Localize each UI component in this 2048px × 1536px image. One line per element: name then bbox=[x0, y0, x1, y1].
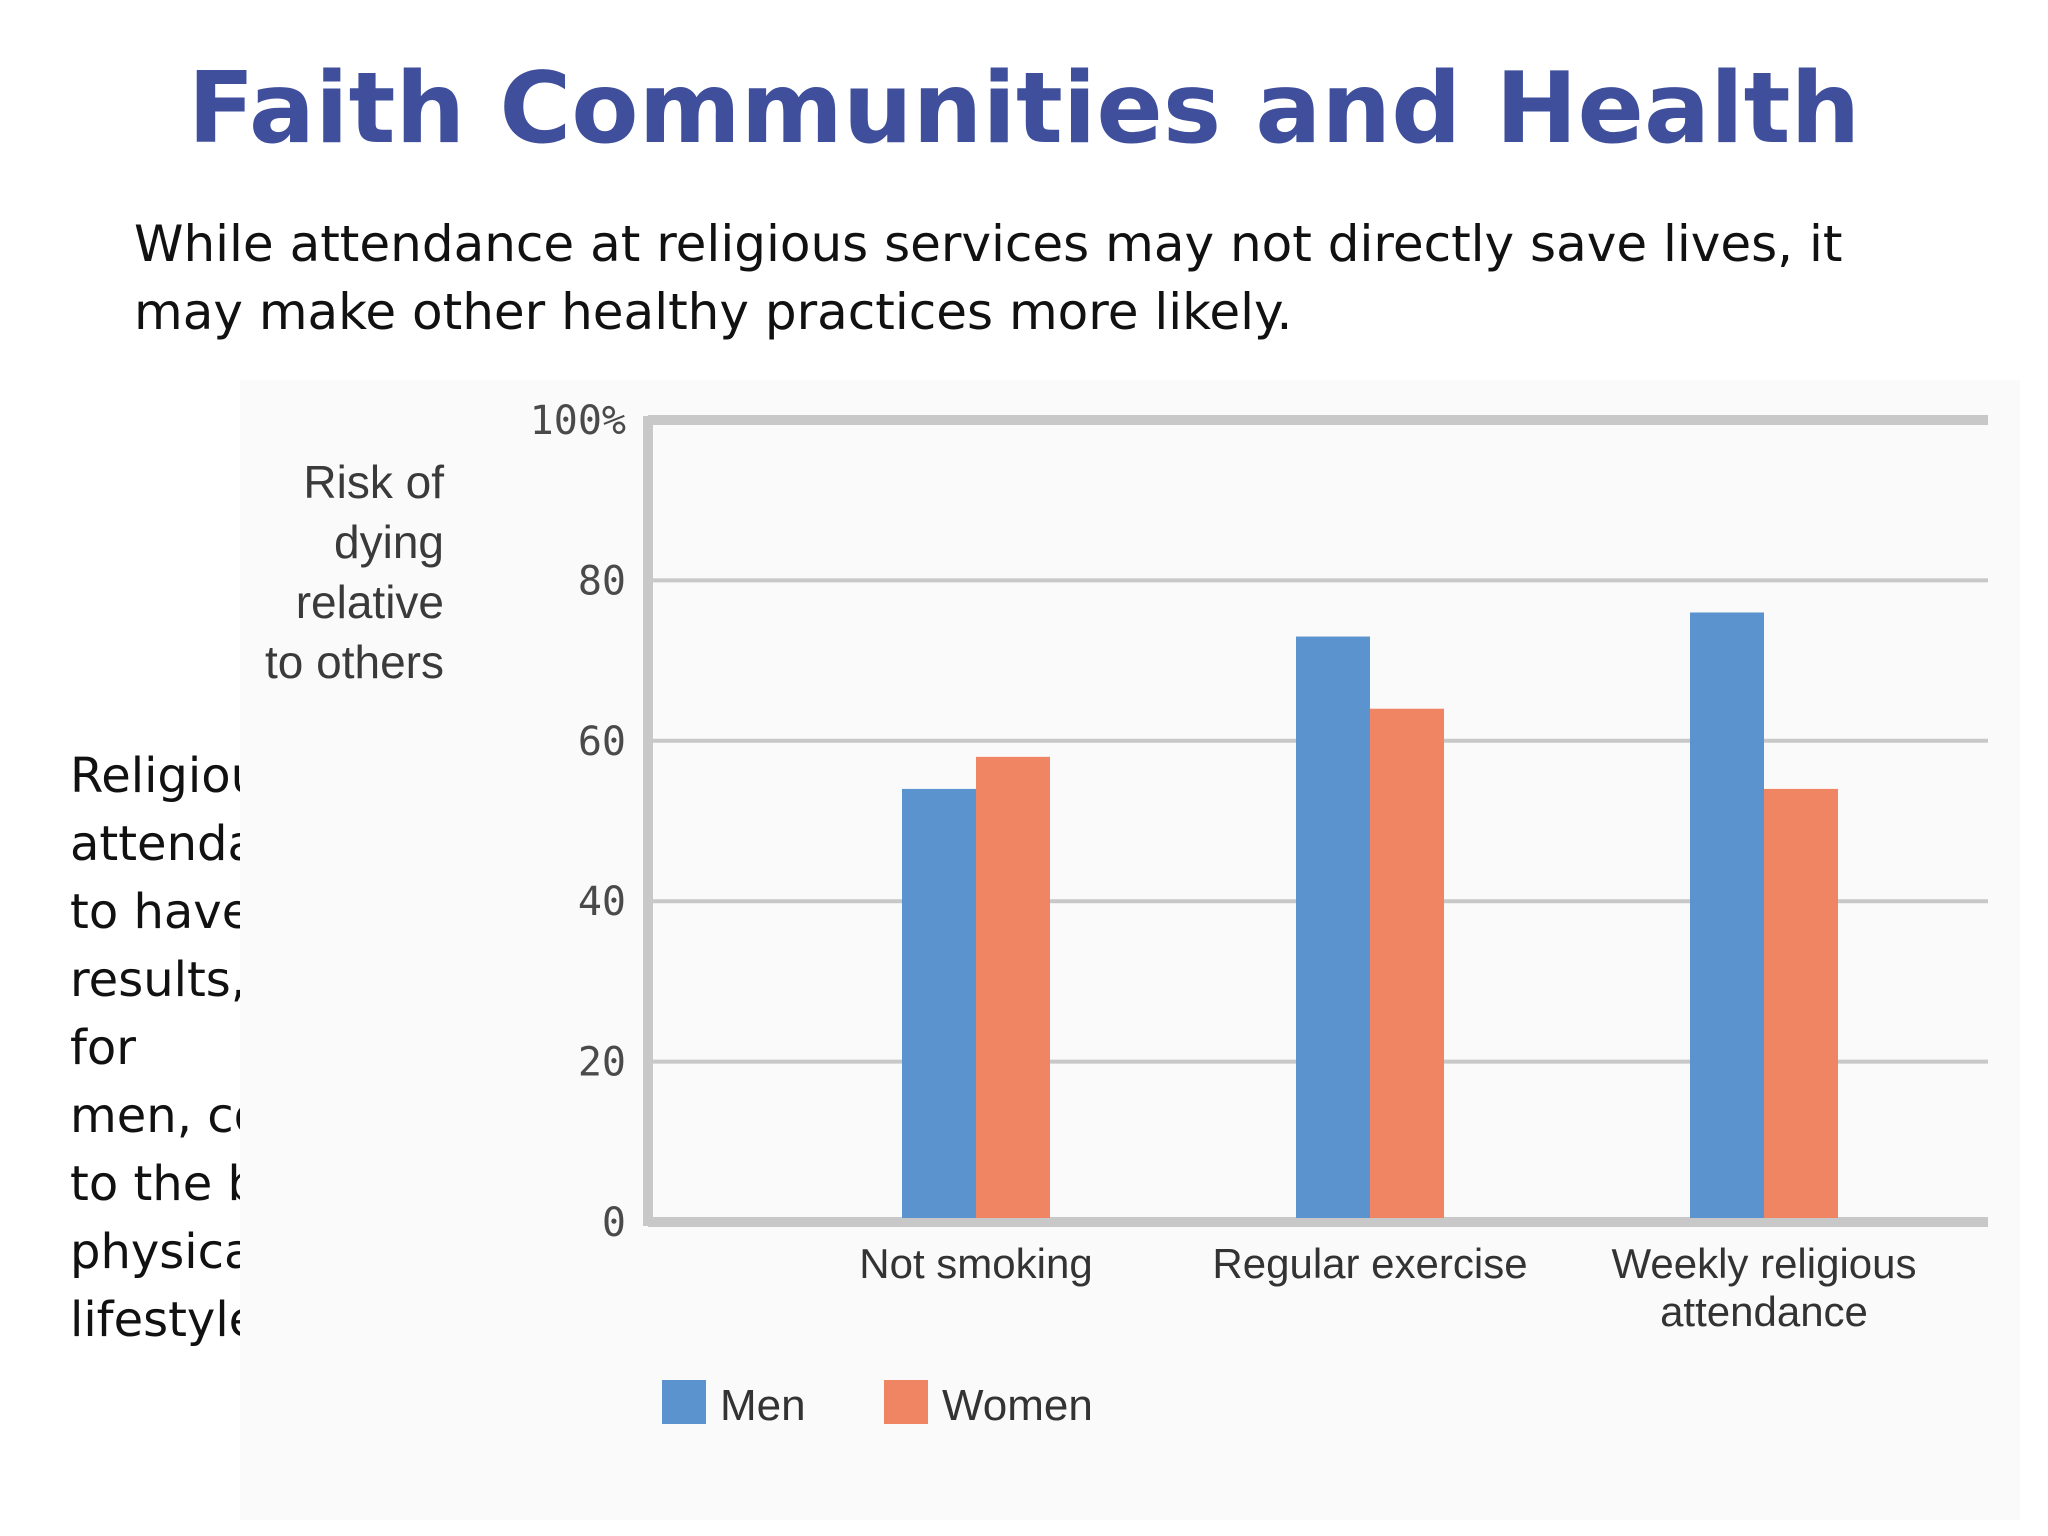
y-tick-label: 20 bbox=[578, 1040, 626, 1086]
legend-swatch-men bbox=[662, 1380, 706, 1424]
y-tick-label: 80 bbox=[578, 558, 626, 604]
bar-men bbox=[1690, 612, 1764, 1218]
y-axis-label-line: to others bbox=[265, 636, 444, 688]
bar-women bbox=[1764, 788, 1838, 1218]
chart: Risk of dying relative to others 100% 80 60 40 2… bbox=[240, 380, 2020, 1520]
legend-swatch-women bbox=[884, 1380, 928, 1424]
y-tick-label: 100% bbox=[530, 398, 626, 444]
y-axis-label-line: dying bbox=[334, 516, 444, 568]
x-category-label: Regular exercise bbox=[1212, 1240, 1527, 1287]
legend-label-men: Men bbox=[720, 1381, 806, 1430]
y-tick-label: 0 bbox=[602, 1200, 626, 1246]
y-tick-label: 60 bbox=[578, 719, 626, 765]
y-tick-label: 40 bbox=[578, 879, 626, 925]
x-category-label: Weekly religious bbox=[1611, 1240, 1916, 1287]
y-axis-label-line: Risk of bbox=[303, 456, 444, 508]
bar-chart: Risk of dying relative to others 100% 80 60 40 2… bbox=[265, 398, 1988, 1430]
intro-text: While attendance at religious services m… bbox=[134, 215, 1843, 341]
y-axis-label-line: relative bbox=[296, 576, 444, 628]
x-category-label: attendance bbox=[1660, 1288, 1868, 1335]
bar-women bbox=[1370, 708, 1444, 1218]
bar-men bbox=[1296, 636, 1370, 1218]
bar-women bbox=[976, 756, 1050, 1218]
legend-label-women: Women bbox=[942, 1381, 1093, 1430]
x-category-label: Not smoking bbox=[859, 1240, 1092, 1287]
bar-men bbox=[902, 788, 976, 1218]
slide-title: Faith Communities and Health bbox=[187, 52, 1861, 166]
